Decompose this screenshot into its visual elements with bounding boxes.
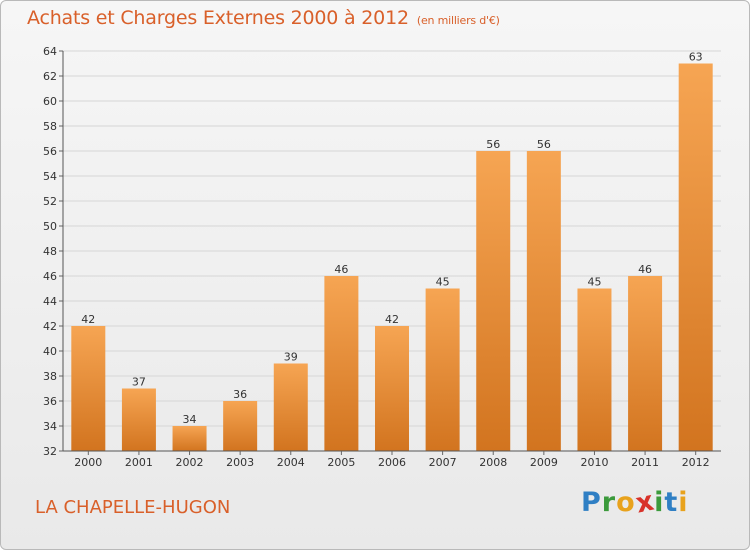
logo-letter: r [601,487,617,518]
bar-value-label: 42 [81,313,95,326]
y-tick-label: 56 [43,145,57,158]
logo-letter: o [616,487,636,518]
x-tick-label: 2011 [631,456,659,469]
bar-2005 [324,276,359,451]
y-tick-label: 42 [43,320,57,333]
x-tick-label: 2010 [580,456,608,469]
x-tick-label: 2005 [327,456,355,469]
bar-value-label: 45 [436,276,450,289]
y-tick-label: 38 [43,370,57,383]
bar-2001 [121,388,156,451]
bar-2010 [577,288,612,451]
bar-2008 [476,151,511,451]
x-tick-label: 2000 [74,456,102,469]
y-tick-label: 34 [43,420,57,433]
bar-value-label: 42 [385,313,399,326]
x-tick-label: 2006 [378,456,406,469]
bar-2007 [425,288,460,451]
bar-2006 [375,326,409,451]
bar-2004 [273,363,308,451]
y-tick-label: 48 [43,245,57,258]
x-tick-label: 2001 [125,456,153,469]
bar-value-label: 45 [587,276,601,289]
x-tick-label: 2003 [226,456,254,469]
y-tick-label: 58 [43,120,57,133]
y-tick-label: 36 [43,395,57,408]
chart-title: Achats et Charges Externes 2000 à 2012 (e… [27,7,500,29]
bar-value-label: 37 [132,376,146,389]
town-name: LA CHAPELLE-HUGON [35,497,231,518]
bars: 42 37 34 36 39 46 42 45 56 56 45 46 63 [71,51,713,451]
y-tick-label: 62 [43,70,57,83]
logo-letter: i [654,487,665,518]
bar-value-label: 56 [486,138,500,151]
x-tick-label: 2008 [479,456,507,469]
y-tick-label: 52 [43,195,57,208]
chart-subtitle: (en milliers d'€) [416,14,500,27]
bar-2012 [678,63,713,451]
x-tick-label: 2004 [277,456,305,469]
y-tick-label: 40 [43,345,57,358]
bar-value-label: 34 [183,413,197,426]
x-tick-label: 2009 [530,456,558,469]
bar-value-label: 63 [689,51,703,64]
y-tick-label: 60 [43,95,57,108]
bar-value-label: 46 [334,263,348,276]
proxiti-logo: Proxiti [581,485,689,519]
axes: 32 34 36 38 40 42 44 46 48 50 52 54 56 58 60 62 64 2000 20… [43,45,721,469]
x-tick-label: 2002 [176,456,204,469]
bar-2003 [223,401,258,451]
logo-letter: t [664,487,679,518]
bar-value-label: 36 [233,388,247,401]
bar-2009 [526,151,561,451]
x-tick-label: 2012 [682,456,710,469]
logo-letter: P [581,487,602,518]
logo-letter: i [678,487,689,518]
y-tick-label: 46 [43,270,57,283]
x-tick-label: 2007 [429,456,457,469]
y-tick-label: 32 [43,445,57,458]
title-text: Achats et Charges Externes 2000 à 2012 [27,7,409,29]
bar-value-label: 56 [537,138,551,151]
y-tick-label: 44 [43,295,57,308]
bar-value-label: 39 [284,351,298,364]
bar-2000 [71,326,106,451]
y-tick-label: 54 [43,170,57,183]
y-tick-label: 50 [43,220,57,233]
bar-2011 [628,276,663,451]
bar-2002 [172,426,207,451]
bar-value-label: 46 [638,263,652,276]
y-tick-label: 64 [43,45,57,58]
